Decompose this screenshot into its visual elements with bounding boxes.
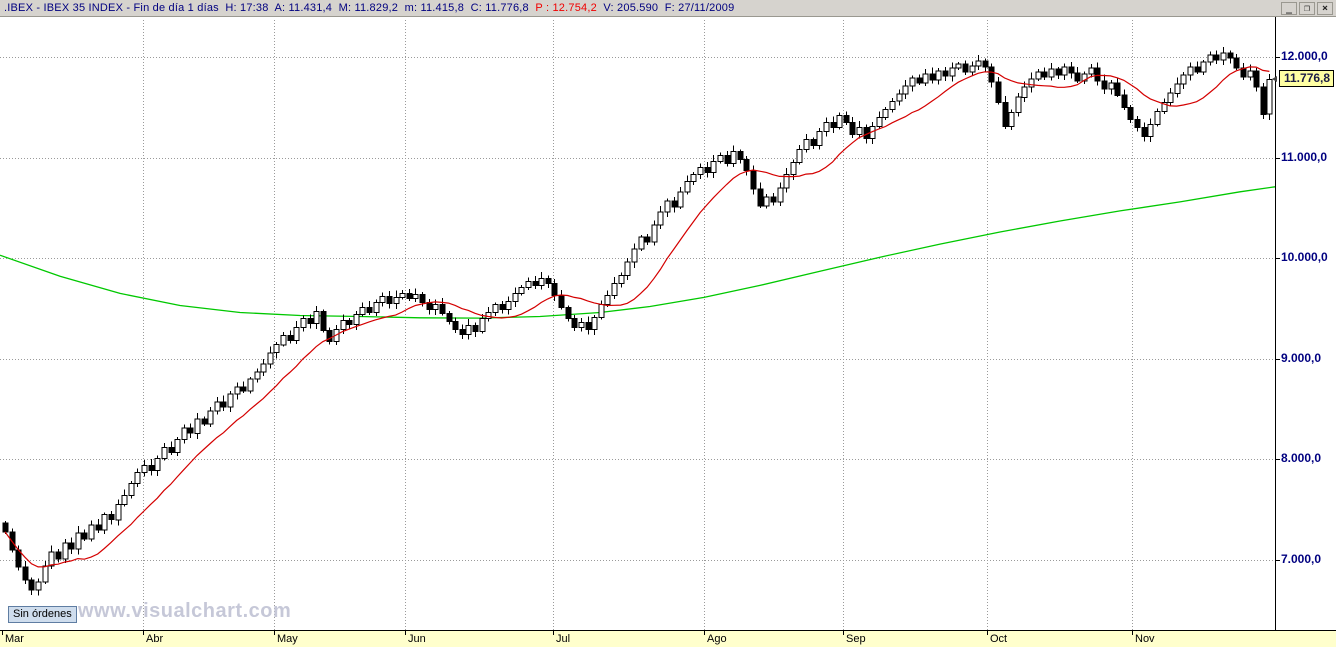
price-axis-label: 11.000,0 — [1281, 149, 1328, 164]
candlesticks-layer — [2, 46, 1273, 596]
price-axis-label: 12.000,0 — [1281, 49, 1328, 63]
last-price-tag[interactable]: 11.776,8 — [1279, 70, 1334, 88]
time-axis-month-label: Nov — [1135, 633, 1155, 645]
window-titlebar[interactable]: .IBEX - IBEX 35 INDEX - Fin de día 1 día… — [0, 0, 1336, 17]
time-axis-month-label: Jun — [408, 633, 426, 645]
axis-frame-layer — [0, 17, 1336, 635]
time-axis-month-label: May — [277, 633, 298, 645]
time-axis-month-label: Ago — [707, 633, 727, 645]
maximize-button-icon[interactable]: ❐ — [1299, 2, 1315, 15]
chart-plot-background[interactable] — [0, 17, 1275, 631]
time-axis-strip[interactable] — [0, 631, 1336, 647]
visualchart-watermark: www.visualchart.com — [78, 600, 292, 622]
price-axis-label: 8.000,0 — [1281, 451, 1322, 466]
price-axis-label: 7.000,0 — [1281, 552, 1322, 566]
no-orders-button[interactable]: Sin órdenes — [8, 606, 77, 623]
price-axis-label: 9.000,0 — [1281, 350, 1322, 365]
price-axis-panel[interactable] — [1275, 17, 1336, 631]
minimize-button-icon[interactable]: _ — [1281, 2, 1297, 15]
window-controls: _ ❐ × — [1281, 2, 1333, 15]
time-axis-month-label: Abr — [146, 633, 164, 645]
prev-close-red-value: P : 12.754,2 — [535, 2, 597, 14]
time-axis-month-label: Mar — [5, 633, 24, 645]
close-button-icon[interactable]: × — [1317, 2, 1333, 15]
time-axis-month-label: Jul — [556, 633, 571, 645]
time-axis-month-label: Oct — [990, 633, 1008, 645]
long-moving-average-line — [0, 186, 1276, 319]
last-price-arrow-icon — [1272, 76, 1277, 83]
time-axis-month-label: Sep — [846, 633, 866, 645]
window-title: .IBEX - IBEX 35 INDEX - Fin de día 1 día… — [4, 2, 735, 14]
price-axis-label: 10.000,0 — [1281, 250, 1328, 265]
short-moving-average-line — [4, 66, 1270, 568]
gridlines-layer — [0, 20, 1275, 630]
